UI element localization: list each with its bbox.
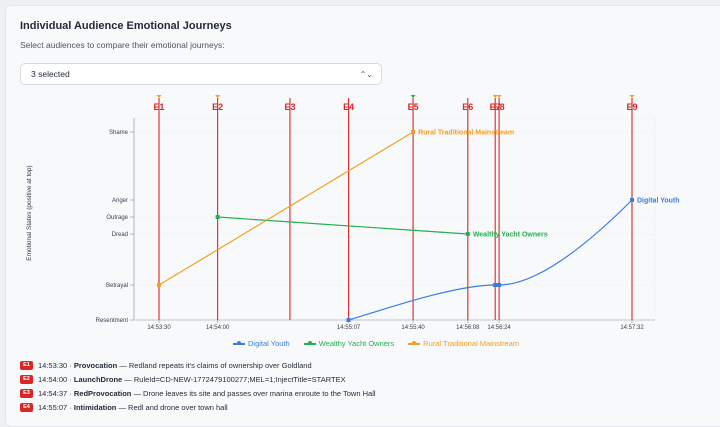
legend-label: Rural Traditional Mainstream xyxy=(423,339,520,348)
series-end-label: Digital Youth xyxy=(637,198,680,205)
legend-label: Digital Youth xyxy=(248,339,290,348)
event-label: E2 xyxy=(212,102,223,112)
event-label: E5 xyxy=(408,102,419,112)
event-label: E7 xyxy=(490,102,501,112)
legend-label: Wealthy Yacht Owners xyxy=(318,339,395,348)
legend-swatch-icon xyxy=(408,340,421,345)
event-row: E3 14:54:37 · RedProvocation — Drone leav… xyxy=(20,386,710,400)
event-marker-triangle xyxy=(410,95,416,98)
y-tick-label: Outrage xyxy=(106,215,128,221)
series-point xyxy=(157,283,161,287)
series-point xyxy=(630,198,634,202)
x-tick-label: 14:56:24 xyxy=(487,325,511,331)
y-axis-title: Emotional States (positive at top) xyxy=(26,165,33,260)
event-marker-triangle xyxy=(492,95,498,98)
audience-select[interactable]: 3 selected ⌃⌄ xyxy=(20,63,382,85)
y-tick-label: Anger xyxy=(112,198,128,204)
event-label: E4 xyxy=(343,102,354,112)
event-badge: E3 xyxy=(20,388,33,398)
event-badge: E2 xyxy=(20,374,33,384)
event-text: 14:55:07 · Intimidation — Redl and drone… xyxy=(38,402,228,412)
y-tick-label: Dread xyxy=(112,232,128,238)
y-tick-label: Shame xyxy=(109,130,129,136)
series-point xyxy=(346,318,351,322)
event-label: E9 xyxy=(626,102,637,112)
x-tick-label: 14:54:00 xyxy=(206,325,230,331)
x-tick-label: 14:57:32 xyxy=(620,325,644,331)
emotional-journey-chart: Resentment Betrayal Dread Outrage Anger Shame… xyxy=(26,95,680,331)
event-marker-triangle xyxy=(156,95,162,98)
event-row: E2 14:54:00 · LaunchDrone — RuleId=CD-NEW… xyxy=(20,372,710,386)
y-tick-label: Resentment xyxy=(96,318,129,324)
event-label: E8 xyxy=(494,102,505,112)
event-badge: E4 xyxy=(20,402,33,412)
series-line xyxy=(348,199,633,321)
x-tick-label: 14:55:40 xyxy=(401,325,425,331)
event-label: E1 xyxy=(153,102,164,112)
event-text: 14:53:30 · Provocation — Redland repeats… xyxy=(38,360,312,370)
legend-item[interactable]: Wealthy Yacht Owners xyxy=(303,339,395,348)
series-point xyxy=(411,130,416,134)
series-point xyxy=(497,283,502,287)
x-tick-label: 14:56:08 xyxy=(456,325,480,331)
chevron-updown-icon: ⌃⌄ xyxy=(359,69,373,79)
event-label: E3 xyxy=(284,102,295,112)
page-subtitle: Select audiences to compare their emotio… xyxy=(20,40,225,50)
event-text: 14:54:37 · RedProvocation — Drone leaves… xyxy=(38,388,376,398)
series-end-label: Rural Traditional Mainstream xyxy=(418,130,514,137)
event-marker-triangle xyxy=(215,95,221,98)
series-point xyxy=(465,232,470,236)
audience-select-value: 3 selected xyxy=(31,69,70,79)
legend-swatch-icon xyxy=(233,340,245,345)
event-row: E4 14:55:07 · Intimidation — Redl and dro… xyxy=(20,400,710,414)
y-tick-label: Betrayal xyxy=(106,283,128,289)
legend-item[interactable]: Rural Traditional Mainstream xyxy=(408,339,519,348)
series-line xyxy=(217,216,468,235)
event-marker-triangle xyxy=(629,95,635,98)
event-text: 14:54:00 · LaunchDrone — RuleId=CD-NEW-1… xyxy=(38,374,346,384)
event-marker-triangle xyxy=(496,95,502,98)
series-point xyxy=(493,283,498,287)
series-end-label: Wealthy Yacht Owners xyxy=(473,232,548,239)
event-list: E1 14:53:30 · Provocation — Redland repea… xyxy=(20,358,710,414)
legend-swatch-icon xyxy=(303,340,316,345)
page-title: Individual Audience Emotional Journeys xyxy=(20,20,232,32)
event-row: E1 14:53:30 · Provocation — Redland repea… xyxy=(20,358,710,372)
legend-item[interactable]: Digital Youth xyxy=(233,339,290,348)
x-tick-label: 14:55:07 xyxy=(337,325,361,331)
event-badge: E1 xyxy=(20,360,33,370)
chart-legend: Digital Youth Wealthy Yacht Owners Rural T… xyxy=(233,339,519,348)
event-label: E6 xyxy=(462,102,473,112)
series-line xyxy=(158,131,414,286)
x-tick-label: 14:53:30 xyxy=(147,325,171,331)
series-point xyxy=(215,215,220,219)
